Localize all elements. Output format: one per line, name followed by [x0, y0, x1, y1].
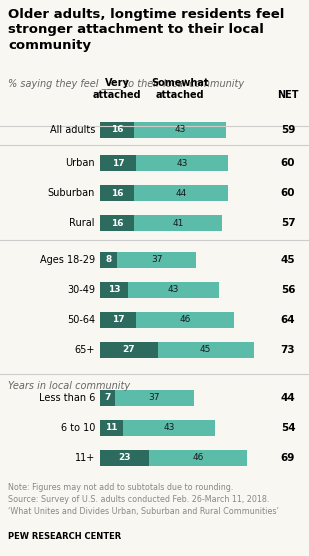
Text: 17: 17	[112, 315, 125, 325]
Text: 60: 60	[281, 188, 295, 198]
FancyBboxPatch shape	[100, 342, 158, 358]
Text: 43: 43	[176, 158, 188, 167]
FancyBboxPatch shape	[136, 312, 235, 328]
FancyBboxPatch shape	[100, 155, 136, 171]
Text: 46: 46	[180, 315, 191, 325]
Text: Urban: Urban	[66, 158, 95, 168]
Text: 46: 46	[193, 454, 204, 463]
Text: 57: 57	[281, 218, 295, 228]
Text: 30-49: 30-49	[67, 285, 95, 295]
Text: % saying they feel ____ to their local community: % saying they feel ____ to their local c…	[8, 78, 244, 89]
Text: 37: 37	[149, 394, 160, 403]
Text: Note: Figures may not add to subtotals due to rounding.
Source: Survey of U.S. a: Note: Figures may not add to subtotals d…	[8, 483, 279, 515]
Text: 69: 69	[281, 453, 295, 463]
Text: 41: 41	[172, 219, 184, 227]
Text: 45: 45	[200, 345, 211, 355]
FancyBboxPatch shape	[100, 450, 149, 466]
Text: 16: 16	[111, 219, 123, 227]
Text: 17: 17	[112, 158, 125, 167]
Text: 45: 45	[281, 255, 295, 265]
Text: Rural: Rural	[70, 218, 95, 228]
FancyBboxPatch shape	[100, 252, 117, 268]
Text: 23: 23	[118, 454, 131, 463]
Text: 56: 56	[281, 285, 295, 295]
Text: 44: 44	[281, 393, 295, 403]
Text: Years in local community: Years in local community	[8, 381, 130, 391]
FancyBboxPatch shape	[124, 420, 215, 436]
Text: NET: NET	[277, 90, 299, 100]
Text: 43: 43	[168, 285, 179, 295]
Text: 8: 8	[105, 256, 112, 265]
Text: 50-64: 50-64	[67, 315, 95, 325]
Text: Ages 18-29: Ages 18-29	[40, 255, 95, 265]
FancyBboxPatch shape	[136, 155, 228, 171]
FancyBboxPatch shape	[100, 185, 134, 201]
FancyBboxPatch shape	[117, 252, 196, 268]
Text: 6 to 10: 6 to 10	[61, 423, 95, 433]
FancyBboxPatch shape	[100, 215, 134, 231]
FancyBboxPatch shape	[100, 420, 124, 436]
Text: Less than 6: Less than 6	[39, 393, 95, 403]
Text: 43: 43	[164, 424, 175, 433]
Text: 37: 37	[151, 256, 162, 265]
Text: 16: 16	[111, 188, 123, 197]
Text: 11: 11	[105, 424, 118, 433]
FancyBboxPatch shape	[115, 390, 194, 406]
FancyBboxPatch shape	[158, 342, 254, 358]
Text: Very
attached: Very attached	[93, 78, 142, 100]
FancyBboxPatch shape	[134, 122, 226, 138]
Text: 43: 43	[174, 126, 186, 135]
Text: Somewhat
attached: Somewhat attached	[151, 78, 209, 100]
Text: Older adults, longtime residents feel
stronger attachment to their local
communi: Older adults, longtime residents feel st…	[8, 8, 284, 52]
FancyBboxPatch shape	[100, 390, 115, 406]
Text: 27: 27	[122, 345, 135, 355]
FancyBboxPatch shape	[128, 282, 219, 298]
FancyBboxPatch shape	[134, 185, 228, 201]
Text: 13: 13	[108, 285, 120, 295]
Text: 60: 60	[281, 158, 295, 168]
Text: Suburban: Suburban	[48, 188, 95, 198]
Text: All adults: All adults	[50, 125, 95, 135]
Text: PEW RESEARCH CENTER: PEW RESEARCH CENTER	[8, 532, 121, 541]
FancyBboxPatch shape	[100, 312, 136, 328]
Text: 65+: 65+	[75, 345, 95, 355]
Text: 44: 44	[176, 188, 187, 197]
Text: 7: 7	[104, 394, 111, 403]
FancyBboxPatch shape	[134, 215, 222, 231]
FancyBboxPatch shape	[100, 122, 134, 138]
FancyBboxPatch shape	[149, 450, 247, 466]
Text: 64: 64	[281, 315, 295, 325]
Text: 16: 16	[111, 126, 123, 135]
Text: 73: 73	[281, 345, 295, 355]
FancyBboxPatch shape	[100, 282, 128, 298]
Text: 11+: 11+	[75, 453, 95, 463]
Text: 54: 54	[281, 423, 295, 433]
Text: 59: 59	[281, 125, 295, 135]
